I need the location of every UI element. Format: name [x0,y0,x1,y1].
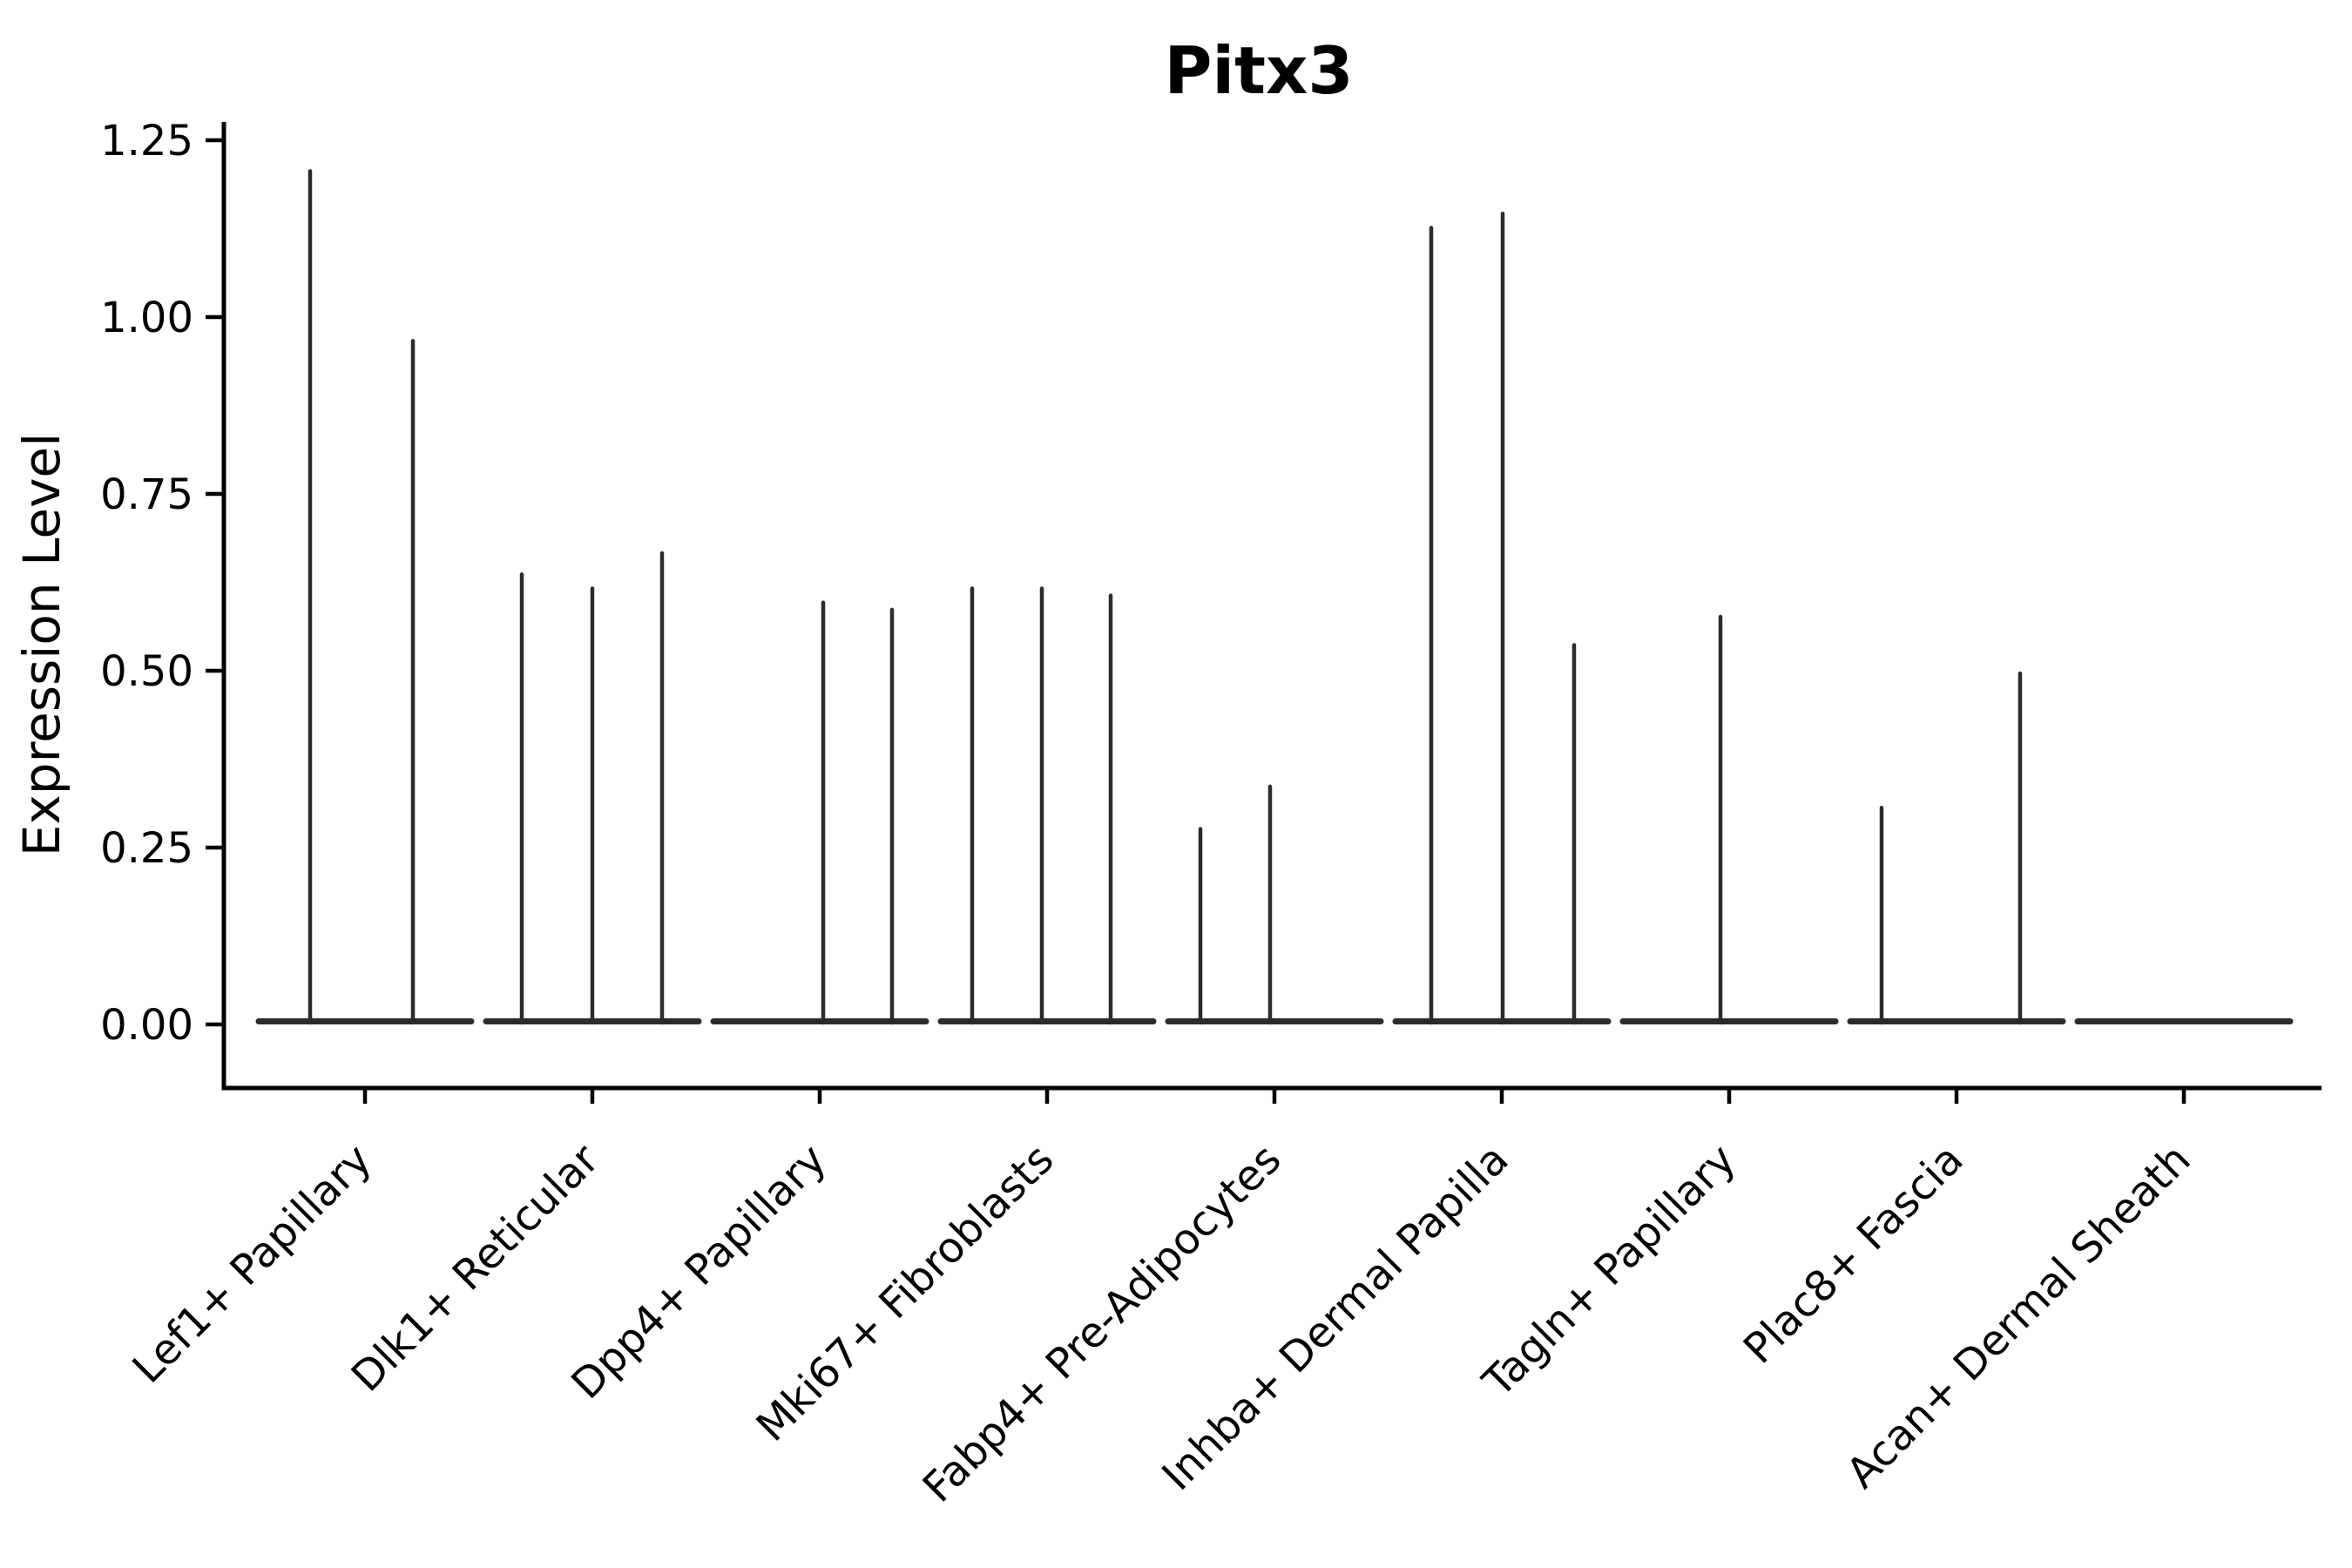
x-tick-label: Dlk1+ Reticular [342,1135,609,1402]
x-tick-label: Tagln+ Papillary [1473,1135,1745,1407]
y-tick-label: 1.00 [100,294,193,342]
y-tick-label: 1.25 [100,117,193,166]
violin-group [1619,614,1839,1025]
violin-group [710,600,929,1025]
violin-group [483,551,702,1025]
violin-group [1392,211,1612,1025]
x-tick-label: Lef1+ Papillary [124,1135,382,1393]
y-tick-label: 0.50 [100,647,193,696]
y-tick-label: 0.00 [100,1001,193,1050]
x-tick-label: Fabp4+ Pre-Adipocytes [914,1135,1291,1512]
violin-group [1165,784,1384,1025]
violin-group [255,169,475,1025]
chart-title: Pitx3 [1164,32,1353,109]
x-tick-label: Dpp4+ Papillary [562,1135,835,1409]
y-tick-label: 0.25 [100,824,193,873]
y-tick-label: 0.75 [100,470,193,519]
violin-group [1847,671,2066,1025]
y-axis-ticks: 0.00 0.25 0.50 0.75 1.00 1.25 [100,117,224,1050]
violins-layer [255,169,2294,1025]
x-tick-label: Plac8+ Fascia [1734,1135,1973,1374]
violin-group [937,586,1157,1025]
y-axis-label: Expression Level [12,433,71,856]
